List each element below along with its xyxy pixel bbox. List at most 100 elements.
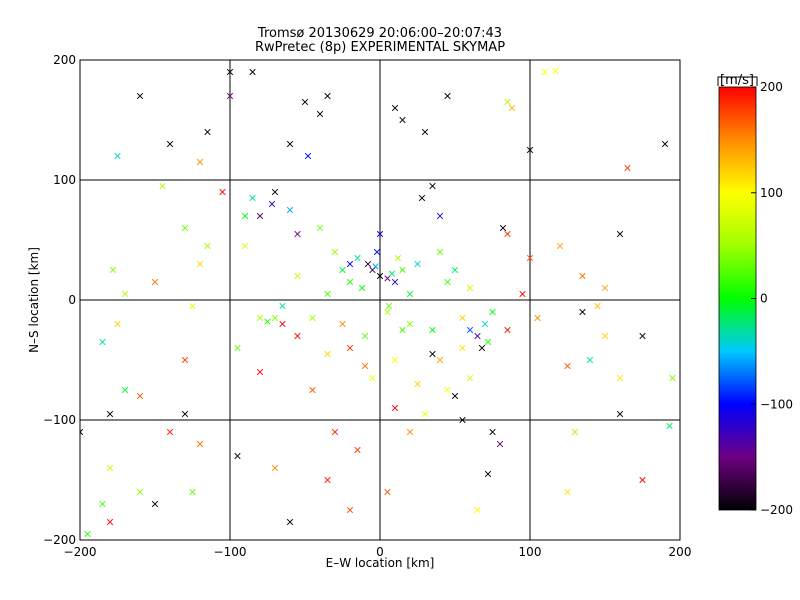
- data-point-cross: [466, 326, 474, 334]
- data-point-cross: [361, 362, 369, 370]
- data-point-cross: [451, 266, 459, 274]
- data-point-cross: [466, 374, 474, 382]
- data-point-cross: [552, 67, 559, 74]
- data-point-cross: [324, 476, 331, 484]
- data-point-cross: [268, 200, 276, 208]
- data-point-cross: [564, 488, 571, 496]
- data-point-cross: [114, 152, 121, 160]
- data-point-cross: [601, 284, 609, 292]
- data-point-cross: [579, 308, 586, 316]
- data-point-cross: [226, 92, 234, 100]
- data-point-cross: [459, 314, 466, 322]
- data-point-cross: [331, 248, 339, 256]
- y-tick-label: 0: [68, 293, 76, 307]
- data-point-cross: [391, 104, 399, 112]
- data-point-cross: [159, 182, 166, 190]
- data-point-cross: [226, 68, 234, 76]
- y-axis-ticks: −200 −100 0 100 200: [43, 53, 680, 547]
- data-point-cross: [496, 440, 504, 448]
- colorbar-tick-label: −100: [760, 397, 793, 411]
- data-point-cross: [624, 164, 631, 172]
- data-point-cross: [519, 290, 526, 298]
- data-point-cross: [80, 428, 84, 436]
- data-point-cross: [358, 284, 366, 292]
- data-point-cross: [234, 452, 241, 460]
- data-point-cross: [484, 338, 492, 346]
- x-axis-ticks: −200 −100 0 100 200: [64, 60, 692, 559]
- data-point-cross: [394, 254, 402, 262]
- data-point-cross: [399, 266, 406, 274]
- data-point-cross: [489, 308, 496, 316]
- data-point-cross: [384, 488, 391, 496]
- data-point-cross: [324, 350, 331, 358]
- data-point-cross: [241, 212, 249, 220]
- data-point-cross: [478, 344, 486, 352]
- data-point-cross: [391, 356, 399, 364]
- x-tick-label: 200: [669, 545, 692, 559]
- data-point-cross: [364, 260, 372, 268]
- data-point-cross: [376, 230, 384, 238]
- data-point-cross: [406, 428, 414, 436]
- data-point-cross: [256, 314, 264, 322]
- data-point-cross: [481, 320, 489, 328]
- colorbar-tick-label: 200: [760, 80, 783, 94]
- data-point-cross: [508, 104, 516, 112]
- data-point-cross: [309, 314, 316, 322]
- data-point-cross: [564, 362, 571, 370]
- x-tick-label: −100: [214, 545, 247, 559]
- data-point-cross: [286, 518, 294, 526]
- data-point-cross: [249, 68, 256, 76]
- data-point-cross: [421, 128, 429, 136]
- data-point-cross: [534, 314, 541, 322]
- data-point-cross: [346, 506, 354, 514]
- data-point-cross: [541, 68, 549, 76]
- colorbar-tick-label: 100: [760, 186, 783, 200]
- data-point-cross: [399, 326, 406, 334]
- data-point-cross: [279, 320, 286, 328]
- colorbar-ticks: 200 100 0 −100 −200: [751, 80, 793, 517]
- data-point-cross: [324, 290, 331, 298]
- data-point-cross: [346, 344, 354, 352]
- data-point-cross: [571, 428, 579, 436]
- data-point-cross: [489, 428, 496, 436]
- data-point-cross: [294, 332, 301, 340]
- data-point-cross: [204, 128, 211, 136]
- data-point-cross: [151, 500, 159, 508]
- data-point-cross: [661, 140, 669, 148]
- data-point-cross: [421, 410, 429, 418]
- data-point-cross: [166, 428, 174, 436]
- data-point-cross: [499, 224, 507, 232]
- data-point-cross: [451, 392, 459, 400]
- data-point-cross: [484, 470, 492, 478]
- data-point-cross: [459, 344, 466, 352]
- data-point-cross: [436, 248, 444, 256]
- data-point-cross: [339, 266, 346, 274]
- data-point-cross: [136, 92, 144, 100]
- data-point-cross: [166, 140, 174, 148]
- data-point-cross: [406, 290, 414, 298]
- data-point-cross: [418, 194, 426, 202]
- y-tick-label: 100: [53, 173, 76, 187]
- data-point-cross: [294, 230, 301, 238]
- data-point-cross: [286, 140, 294, 148]
- data-point-cross: [666, 422, 673, 430]
- data-point-cross: [594, 302, 601, 310]
- data-point-cross: [444, 278, 451, 286]
- data-point-cross: [444, 386, 451, 394]
- data-point-cross: [372, 263, 379, 270]
- data-point-cross: [324, 92, 331, 100]
- data-point-cross: [384, 308, 391, 316]
- data-point-cross: [391, 404, 399, 412]
- y-tick-label: −100: [43, 413, 76, 427]
- data-point-cross: [121, 386, 129, 394]
- data-point-cross: [669, 374, 676, 382]
- colorbar-unit-label: [m/s]: [720, 73, 754, 88]
- data-point-cross: [429, 350, 436, 358]
- data-point-cross: [294, 272, 301, 280]
- data-point-cross: [616, 230, 624, 238]
- y-tick-label: −200: [43, 533, 76, 547]
- data-point-cross: [189, 488, 196, 496]
- data-point-cross: [429, 182, 436, 190]
- grid-lines: [80, 60, 680, 540]
